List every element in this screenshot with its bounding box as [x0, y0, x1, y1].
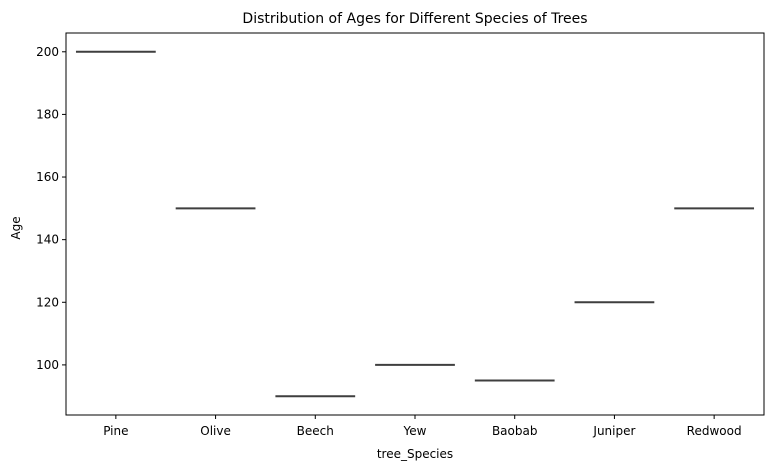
- x-tick-label-yew: Yew: [403, 424, 427, 438]
- y-tick-label-140: 140: [36, 233, 59, 247]
- x-axis-label: tree_Species: [377, 447, 453, 461]
- x-tick-label-baobab: Baobab: [492, 424, 538, 438]
- x-axis: Pine Olive Beech Yew Baobab Juniper Redwood: [103, 415, 742, 438]
- x-tick-label-pine: Pine: [103, 424, 128, 438]
- y-tick-label-180: 180: [36, 107, 59, 121]
- x-tick-label-beech: Beech: [297, 424, 334, 438]
- y-tick-label-100: 100: [36, 358, 59, 372]
- y-axis: 100 120 140 160 180 200: [36, 45, 66, 372]
- y-tick-label-160: 160: [36, 170, 59, 184]
- y-tick-label-120: 120: [36, 295, 59, 309]
- x-tick-label-juniper: Juniper: [592, 424, 635, 438]
- y-tick-label-200: 200: [36, 45, 59, 59]
- x-tick-label-olive: Olive: [200, 424, 231, 438]
- chart-title: Distribution of Ages for Different Speci…: [242, 11, 587, 27]
- x-tick-label-redwood: Redwood: [687, 424, 742, 438]
- plot-frame: [65, 32, 765, 416]
- y-axis-label: Age: [9, 216, 23, 239]
- plot-area: [65, 32, 765, 416]
